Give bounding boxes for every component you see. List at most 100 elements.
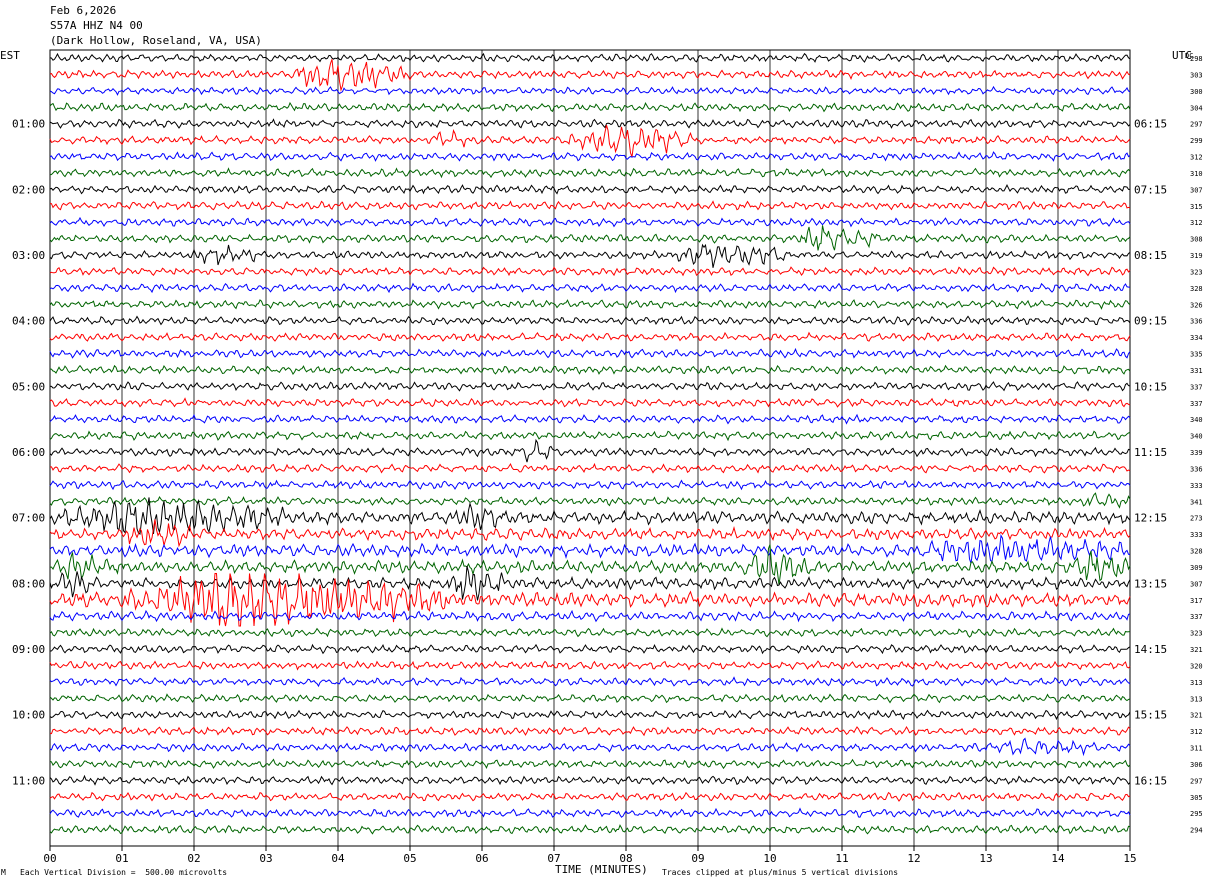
left-hour-label: 02:00	[12, 183, 45, 196]
dc-offset-label: 323	[1190, 630, 1203, 638]
left-hour-label: 11:00	[12, 774, 45, 787]
x-tick-label: 08	[619, 852, 632, 865]
clip-note: Traces clipped at plus/minus 5 vertical …	[662, 868, 899, 877]
dc-offset-label: 331	[1190, 367, 1203, 375]
dc-offset-label: 333	[1190, 482, 1203, 490]
right-hour-label: 08:15	[1134, 249, 1167, 262]
dc-offset-label: 320	[1190, 662, 1203, 670]
right-hour-label: 07:15	[1134, 183, 1167, 196]
trace-18	[49, 347, 1131, 359]
right-hour-label: 06:15	[1134, 118, 1167, 131]
dc-offset-label: 336	[1190, 318, 1203, 326]
right-hour-label: 12:15	[1134, 512, 1167, 525]
trace-32	[49, 565, 1131, 601]
trace-28	[49, 497, 1131, 535]
trace-29	[49, 519, 1131, 548]
dc-offset-label: 310	[1190, 170, 1203, 178]
x-tick-label: 00	[43, 852, 56, 865]
trace-23	[49, 430, 1131, 442]
dc-offset-label: 335	[1190, 351, 1203, 359]
trace-30	[49, 534, 1131, 564]
trace-22	[49, 413, 1131, 425]
x-tick-label: 04	[331, 852, 345, 865]
right-hour-label: 09:15	[1134, 315, 1167, 328]
dc-offset-label: 341	[1190, 498, 1203, 506]
trace-19	[49, 364, 1131, 376]
trace-8	[49, 183, 1130, 195]
dc-offset-label: 294	[1190, 827, 1203, 835]
dc-offset-label: 317	[1190, 597, 1203, 605]
trace-26	[49, 479, 1131, 491]
x-tick-label: 10	[763, 852, 776, 865]
x-tick-label: 09	[691, 852, 704, 865]
trace-33	[49, 573, 1131, 627]
trace-16	[49, 315, 1131, 326]
dc-offset-label: 313	[1190, 679, 1203, 687]
dc-offset-label: 303	[1190, 71, 1203, 79]
station-channel: S57A HHZ N4 00	[50, 19, 143, 32]
dc-offset-label: 307	[1190, 186, 1203, 194]
left-hour-label: 07:00	[12, 512, 45, 525]
dc-offset-label: 313	[1190, 695, 1203, 703]
left-hour-label: 08:00	[12, 577, 45, 590]
right-hour-label: 11:15	[1134, 446, 1167, 459]
dc-offset-label: 328	[1190, 285, 1203, 293]
trace-5	[49, 124, 1131, 158]
x-tick-label: 03	[259, 852, 272, 865]
dc-offset-label: 326	[1190, 301, 1203, 309]
dc-offset-label: 273	[1190, 515, 1203, 523]
trace-7	[49, 167, 1131, 179]
dc-offset-label: 334	[1190, 334, 1203, 342]
trace-2	[49, 85, 1131, 96]
trace-20	[49, 381, 1131, 392]
trace-10	[49, 216, 1131, 228]
dc-offset-label: 328	[1190, 548, 1203, 556]
x-tick-label: 02	[187, 852, 200, 865]
right-hour-label: 10:15	[1134, 380, 1167, 393]
x-tick-label: 06	[475, 852, 488, 865]
trace-40	[49, 709, 1131, 721]
x-tick-label: 13	[979, 852, 992, 865]
scale-note: Each Vertical Division = 500.00 microvol…	[20, 868, 228, 877]
right-timezone-label: UTC	[1172, 49, 1192, 62]
left-hour-label: 09:00	[12, 643, 45, 656]
dc-offset-label: 306	[1190, 761, 1203, 769]
dc-offset-label: 304	[1190, 104, 1203, 112]
left-timezone-label: EST	[0, 49, 20, 62]
trace-25	[50, 462, 1131, 474]
trace-0	[49, 52, 1131, 63]
dc-offset-label: 340	[1190, 416, 1203, 424]
trace-39	[49, 693, 1131, 704]
x-tick-label: 14	[1051, 852, 1065, 865]
dc-offset-label: 312	[1190, 154, 1203, 162]
trace-31	[50, 544, 1131, 585]
trace-45	[49, 791, 1131, 802]
trace-11	[49, 225, 1131, 251]
trace-47	[49, 824, 1131, 835]
x-tick-label: 05	[403, 852, 416, 865]
x-tick-label: 15	[1123, 852, 1136, 865]
x-tick-label: 11	[835, 852, 848, 865]
trace-15	[49, 299, 1131, 310]
plot-date: Feb 6,2026	[50, 4, 117, 17]
plot-frame	[49, 49, 1131, 847]
dc-offset-label: 336	[1190, 465, 1203, 473]
dc-offset-label: 337	[1190, 613, 1203, 621]
right-hour-label: 13:15	[1134, 577, 1167, 590]
dc-offset-label: 309	[1190, 564, 1203, 572]
dc-offset-label: 298	[1190, 55, 1203, 63]
left-hour-label: 03:00	[12, 249, 45, 262]
dc-offset-label: 307	[1190, 580, 1203, 588]
trace-38	[49, 676, 1131, 688]
dc-offset-label: 337	[1190, 383, 1203, 391]
trace-4	[49, 118, 1131, 129]
dc-offset-label: 315	[1190, 203, 1203, 211]
trace-9	[49, 200, 1131, 211]
dc-offset-label: 311	[1190, 745, 1203, 753]
trace-37	[49, 660, 1131, 671]
left-hour-label: 10:00	[12, 709, 45, 722]
dc-offset-label: 305	[1190, 794, 1203, 802]
station-location: (Dark Hollow, Roseland, VA, USA)	[50, 34, 262, 47]
trace-17	[49, 331, 1131, 342]
